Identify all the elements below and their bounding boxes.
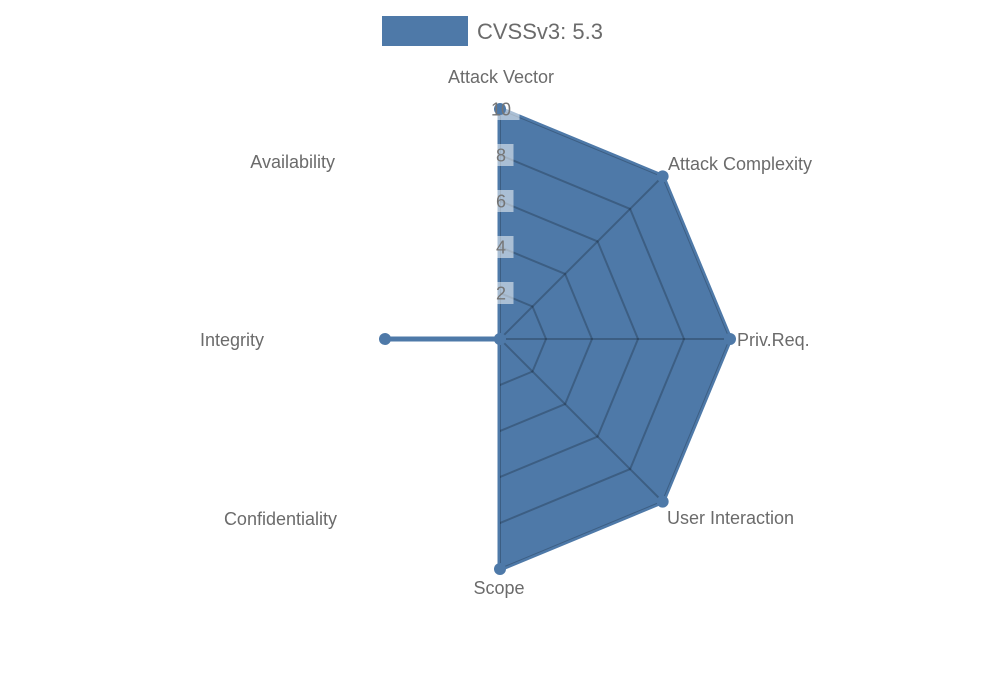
axis-label-attack-vector: Attack Vector	[448, 67, 554, 87]
axis-label-scope: Scope	[473, 578, 524, 598]
vertex-markers	[379, 103, 736, 575]
tick-label: 2	[496, 284, 506, 304]
tick-label: 4	[496, 238, 506, 258]
axis-label-availability: Availability	[250, 152, 335, 172]
axis-label-attack-complexity: Attack Complexity	[668, 154, 812, 174]
tick-labels: 2 4 6 8 10	[491, 100, 511, 304]
tick-box	[488, 144, 514, 166]
data-point-marker	[494, 563, 506, 575]
legend-label: CVSSv3: 5.3	[477, 19, 603, 44]
grid-spoke	[499, 338, 664, 503]
data-point-marker	[656, 495, 669, 508]
tick-label: 10	[491, 100, 511, 120]
grid-spoke	[385, 175, 501, 340]
grid-spoke	[385, 338, 501, 503]
data-point-marker	[656, 170, 669, 183]
data-point-marker	[379, 333, 391, 345]
tick-boxes	[482, 98, 520, 304]
data-point-marker	[494, 103, 506, 115]
axis-label-priv-req: Priv.Req.	[737, 330, 810, 350]
grid-ring	[385, 153, 686, 525]
tick-box	[488, 282, 514, 304]
axis-label-confidentiality: Confidentiality	[224, 509, 337, 529]
tick-label: 6	[496, 192, 506, 212]
axis-labels: Attack Vector Attack Complexity Priv.Req. U…	[200, 67, 812, 598]
legend: CVSSv3: 5.3	[382, 16, 603, 46]
data-point-marker	[494, 333, 506, 345]
data-point-marker	[724, 333, 736, 345]
tick-box	[488, 190, 514, 212]
tick-label: 8	[496, 146, 506, 166]
axis-label-integrity: Integrity	[200, 330, 264, 350]
legend-swatch-icon	[382, 16, 468, 46]
grid-spoke	[499, 175, 664, 340]
tick-box	[488, 236, 514, 258]
axis-label-user-interaction: User Interaction	[667, 508, 794, 528]
